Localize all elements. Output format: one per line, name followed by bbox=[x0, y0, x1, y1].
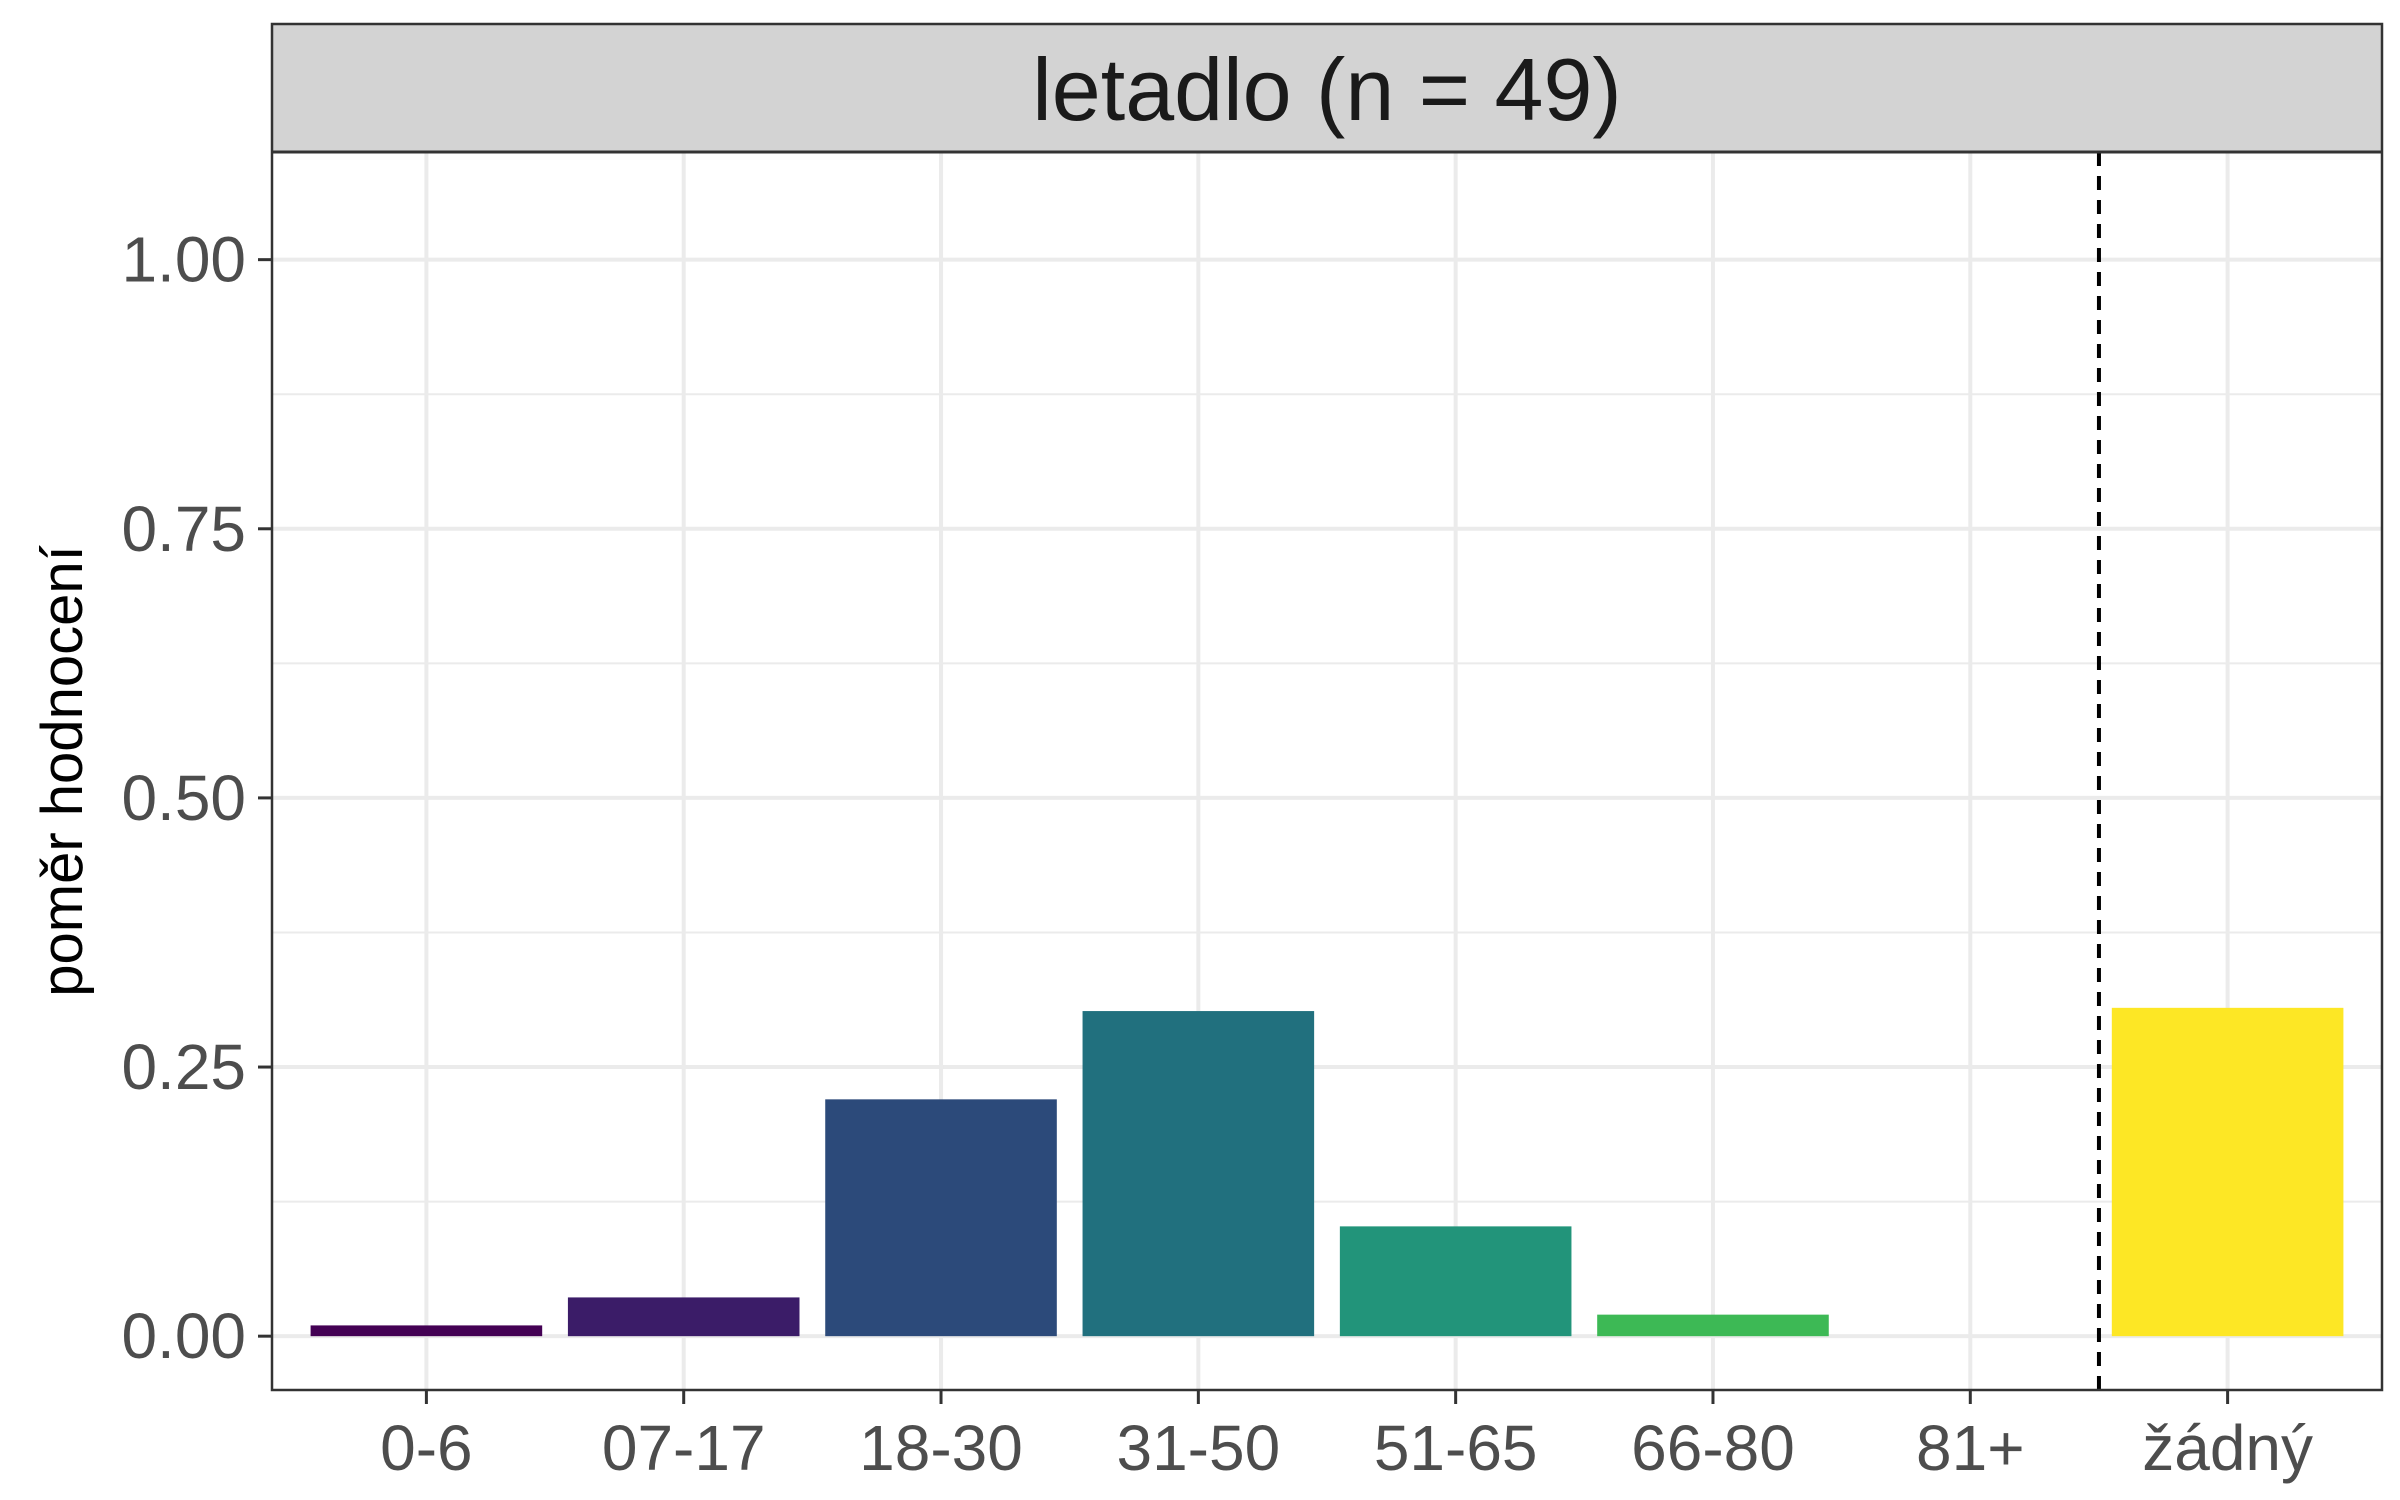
panel-border bbox=[270, 22, 2384, 1392]
bar-51-65 bbox=[1339, 1226, 1572, 1337]
y-axis: 0.00 0.25 0.50 0.75 1.00 bbox=[121, 224, 272, 1372]
y-tick-label: 0.50 bbox=[121, 762, 246, 834]
plot-panel bbox=[272, 152, 2382, 1390]
x-tick-label: 0-6 bbox=[380, 1412, 473, 1484]
bar-žádný bbox=[2111, 1007, 2344, 1337]
y-tick-label: 0.00 bbox=[121, 1300, 246, 1372]
y-tick-label: 0.25 bbox=[121, 1031, 246, 1103]
x-axis: 0-6 07-17 18-30 31-50 51-65 66-80 81+ žádný bbox=[380, 1390, 2313, 1484]
bar-31-50 bbox=[1082, 1011, 1315, 1337]
x-tick-label: 51-65 bbox=[1374, 1412, 1538, 1484]
y-axis-title: poměr hodnocení bbox=[30, 545, 95, 996]
x-tick-label: 18-30 bbox=[859, 1412, 1023, 1484]
y-tick-label: 0.75 bbox=[121, 493, 246, 565]
facet-strip bbox=[272, 24, 2382, 152]
x-tick-label: 07-17 bbox=[602, 1412, 766, 1484]
bar-07-17 bbox=[567, 1297, 800, 1337]
bar-66-80 bbox=[1597, 1314, 1829, 1337]
x-tick-label: 81+ bbox=[1916, 1412, 2025, 1484]
x-tick-label: 66-80 bbox=[1631, 1412, 1795, 1484]
bars bbox=[310, 1007, 2344, 1337]
bar-18-30 bbox=[825, 1099, 1057, 1337]
gridlines bbox=[272, 152, 2382, 1390]
facet-title: letadlo (n = 49) bbox=[1032, 40, 1622, 139]
x-tick-label: 31-50 bbox=[1116, 1412, 1280, 1484]
x-tick-label: žádný bbox=[2142, 1412, 2313, 1484]
y-tick-label: 1.00 bbox=[121, 224, 246, 296]
bar-0-6 bbox=[310, 1325, 543, 1337]
